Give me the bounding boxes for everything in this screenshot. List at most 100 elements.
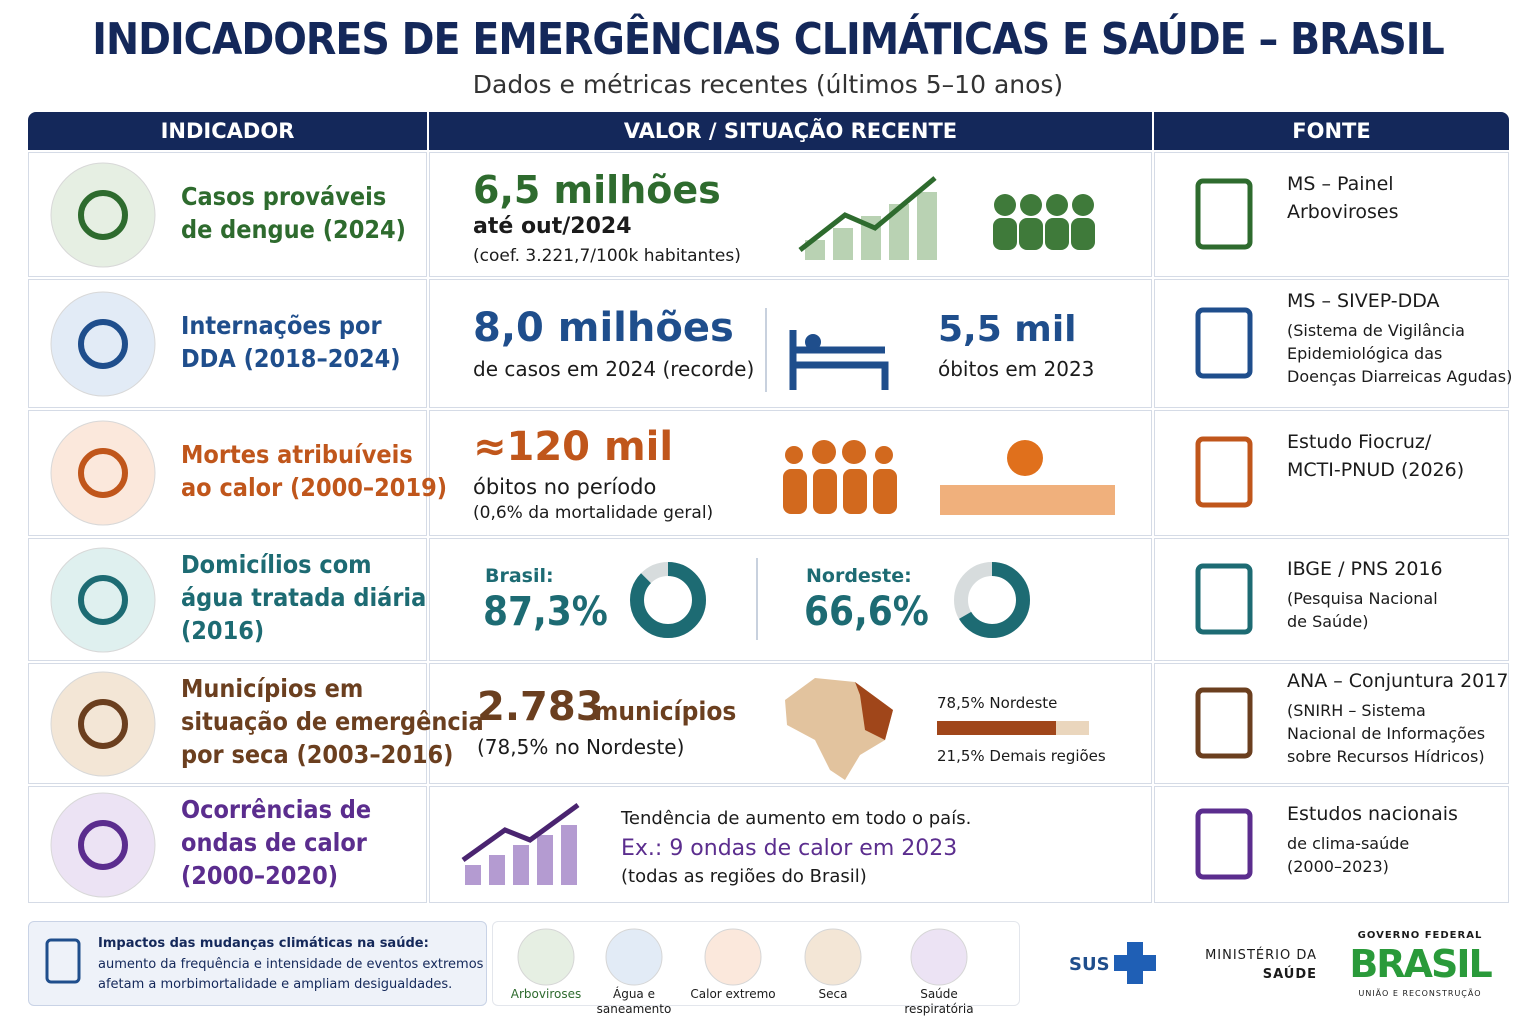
source-icon (1195, 687, 1253, 758)
trend-bar (561, 825, 577, 885)
source-icon (1195, 178, 1253, 249)
person (843, 469, 867, 514)
value-text: (0,6% da mortalidade geral) (473, 503, 714, 523)
row-card (1154, 152, 1509, 277)
theme-label: Água e (613, 987, 655, 1001)
source-icon (1195, 563, 1253, 634)
divider (765, 308, 767, 392)
theme-label: Saúde (920, 987, 958, 1001)
note-text: afetam a morbimortalidade e ampliam desi… (98, 977, 453, 992)
indicator-text: Municípios em (181, 674, 364, 703)
column-header: FONTE (1154, 112, 1509, 150)
column-header: VALOR / SITUAÇÃO RECENTE (429, 112, 1152, 150)
source-text: sobre Recursos Hídricos) (1287, 746, 1485, 766)
value-text: Ex.: 9 ondas de calor em 2023 (621, 836, 958, 861)
map-northeast (855, 682, 893, 740)
bar-label: 78,5% Nordeste (937, 694, 1058, 712)
subtitle: Dados e métricas recentes (últimos 5–10 … (472, 70, 1064, 99)
theme-label: Seca (818, 987, 848, 1001)
source-text: (Pesquisa Nacional (1287, 588, 1438, 608)
note-box (28, 921, 487, 1006)
source-text: (Sistema de Vigilância (1287, 320, 1465, 340)
person (813, 469, 837, 514)
source-text: ANA – Conjuntura 2017 (1287, 669, 1509, 692)
source-text: Nacional de Informações (1287, 723, 1486, 743)
source-text: Epidemiológica das (1287, 343, 1443, 363)
trend-bar (537, 835, 553, 885)
person (993, 218, 1017, 250)
theme-icon (804, 928, 862, 986)
source-glyph (1195, 687, 1253, 758)
indicator-text: por seca (2003–2016) (181, 740, 454, 769)
trend-line (461, 802, 580, 863)
main-value: 8,0 milhões (473, 305, 734, 351)
theme-circle (517, 928, 575, 986)
note-text: aumento da frequência e intensidade de e… (98, 957, 484, 972)
logo-text: MINISTÉRIO DA (1205, 948, 1317, 963)
icon-glyph (78, 819, 128, 870)
source-icon (1195, 307, 1253, 378)
indicator-icon (50, 547, 156, 652)
source-glyph (1195, 178, 1253, 249)
source-text: MS – Painel (1287, 172, 1394, 195)
theme-circle (704, 928, 762, 986)
person (1019, 218, 1043, 250)
person (812, 440, 836, 464)
trend-bar (889, 204, 909, 260)
main-value: 5,5 mil (938, 309, 1077, 350)
value-text: óbitos no período (473, 475, 657, 499)
logo-text: GOVERNO FEDERAL (1357, 930, 1483, 941)
donut (954, 562, 1030, 638)
column-header: INDICADOR (28, 112, 427, 150)
person (1071, 218, 1095, 250)
source-text: MCTI-PNUD (2026) (1287, 459, 1465, 481)
source-text: Doenças Diarreicas Agudas) (1287, 366, 1513, 386)
person (994, 194, 1016, 216)
value-text: de casos em 2024 (recorde) (473, 357, 755, 381)
indicator-text: (2016) (181, 616, 265, 645)
divider (756, 558, 758, 640)
value-text: (78,5% no Nordeste) (477, 735, 685, 759)
theme-icon (704, 928, 762, 986)
person (1020, 194, 1042, 216)
person (783, 469, 807, 514)
donut-arc (954, 562, 1030, 638)
icon-circle (50, 792, 156, 897)
bar-label: 21,5% Demais regiões (937, 747, 1106, 765)
skyline (940, 485, 1115, 515)
indicator-text: Internações por (181, 310, 382, 340)
source-icon (1195, 808, 1253, 879)
cross (1114, 942, 1156, 984)
source-glyph (1195, 563, 1253, 634)
trend-line (798, 176, 937, 252)
person (785, 446, 803, 464)
indicator-text: DDA (2018–2024) (181, 343, 401, 373)
main-value: 6,5 milhões (473, 168, 721, 212)
clipboard (45, 938, 81, 984)
row-card (1154, 786, 1509, 903)
bed-icon (789, 330, 889, 390)
person (1045, 218, 1069, 250)
brazil-map (785, 678, 893, 780)
person (842, 440, 866, 464)
indicator-icon (50, 792, 156, 897)
source-text: Estudo Fiocruz/ (1287, 431, 1432, 453)
theme-icon (605, 928, 663, 986)
region-label: Nordeste: (806, 565, 912, 587)
main-value: 2.783 (477, 684, 604, 730)
indicator-text: Domicílios com (181, 550, 372, 579)
theme-label: respiratória (904, 1002, 974, 1016)
logo-text: SAÚDE (1262, 967, 1317, 982)
icon-glyph (78, 698, 128, 749)
donut (630, 562, 706, 638)
indicator-text: Casos prováveis (181, 181, 387, 211)
row-card (1154, 410, 1509, 536)
bed (789, 330, 889, 390)
source-text: Estudos nacionais (1287, 802, 1458, 825)
sun (1007, 440, 1043, 476)
row-card (1154, 279, 1509, 408)
value-text: (coef. 3.221,7/100k habitantes) (473, 246, 741, 266)
indicator-icon (50, 162, 156, 267)
theme-label: Calor extremo (690, 987, 776, 1001)
